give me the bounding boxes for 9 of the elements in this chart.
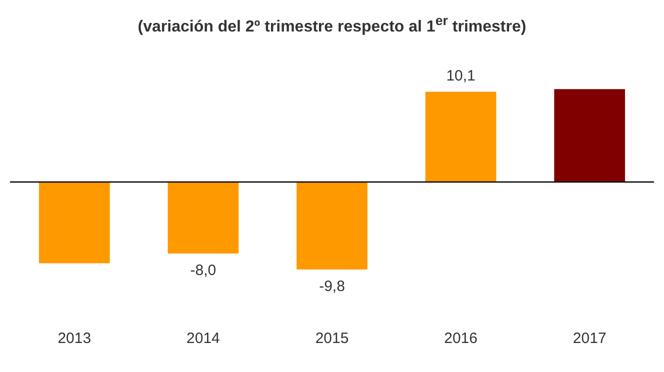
- x-tick-label: 2015: [315, 330, 349, 348]
- data-label: -9,8: [319, 278, 345, 296]
- x-tick-label: 2017: [572, 330, 606, 348]
- x-tick-label: 2014: [186, 330, 220, 348]
- chart-subtitle: (variación del 2º trimestre respecto al 1$^{er}$ trimestre): [136, 12, 528, 36]
- data-label: 10,1: [446, 67, 476, 84]
- x-tick-label: 2016: [444, 330, 478, 348]
- x-tick-label: 2013: [58, 330, 92, 348]
- data-label: -8,0: [190, 262, 216, 280]
